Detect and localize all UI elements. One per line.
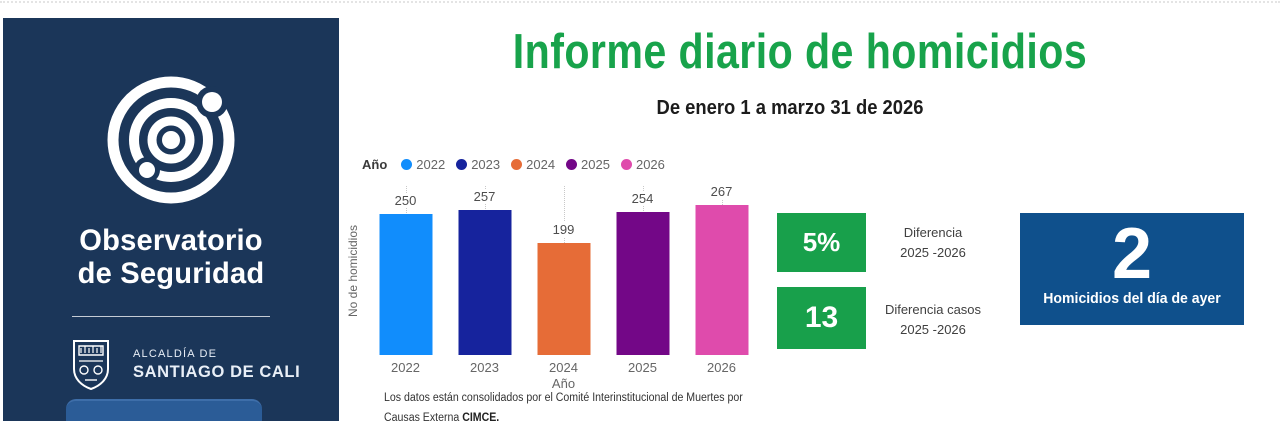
alcaldia-label-small: ALCALDÍA DE	[133, 348, 218, 360]
orbit-rings-icon	[107, 76, 235, 204]
bar-value-label: 254	[628, 191, 657, 206]
bar-value-label: 250	[391, 193, 420, 208]
footnote: Los datos están consolidados por el Comi…	[384, 389, 743, 421]
kpi-cases-label-line2: 2025 -2026	[900, 322, 966, 337]
yesterday-count: 2	[1111, 214, 1153, 294]
footnote-line1: Los datos están consolidados por el Comi…	[384, 392, 743, 404]
sidebar-bottom-button[interactable]	[66, 399, 262, 421]
sidebar-divider	[72, 316, 270, 317]
report-subtitle: De enero 1 a marzo 31 de 2026	[656, 97, 924, 119]
legend-item-2024[interactable]: 2024	[511, 157, 555, 172]
x-tick-label-2026: 2026	[707, 360, 736, 375]
observatory-logo	[3, 70, 339, 210]
bar-2022[interactable]	[379, 214, 432, 355]
x-tick-label-2025: 2025	[628, 360, 657, 375]
x-tick-label-2022: 2022	[391, 360, 420, 375]
legend-year-label: 2026	[635, 157, 665, 172]
bar-2024[interactable]	[537, 243, 590, 355]
bar-2023[interactable]	[458, 210, 511, 355]
kpi-percent-box: 5%	[777, 213, 866, 272]
org-name-line1: Observatorio	[79, 224, 263, 257]
legend-item-2023[interactable]: 2023	[456, 157, 500, 172]
kpi-cases-value: 13	[804, 301, 839, 334]
legend-color-dot	[620, 159, 632, 170]
legend-year-label: 2023	[471, 157, 501, 172]
legend-item-2025[interactable]: 2025	[566, 157, 610, 172]
y-axis-label: No de homicidios	[346, 224, 360, 318]
legend-year-label: 2022	[416, 157, 446, 172]
x-tick-label-2023: 2023	[470, 360, 499, 375]
bar-column-2026[interactable]: 267	[682, 184, 761, 355]
kpi-cases-label: Diferencia casos 2025 -2026	[858, 300, 1008, 340]
alcaldia-block: ALCALDÍA DE SANTIAGO DE CALI	[71, 339, 339, 391]
bar-column-2022[interactable]: 250	[366, 186, 445, 355]
kpi-percent-label: Diferencia 2025 -2026	[858, 223, 1008, 263]
bar-value-label: 267	[707, 184, 736, 199]
yesterday-label: Homicidios del día de ayer	[1043, 291, 1221, 307]
legend-item-2022[interactable]: 2022	[401, 157, 445, 172]
report-title: Informe diario de homicidios	[512, 25, 1088, 79]
legend-color-dot	[566, 159, 578, 170]
kpi-percent-label-line1: Diferencia	[903, 225, 963, 240]
bar-2026[interactable]	[695, 205, 748, 355]
legend-year-label: 2024	[526, 157, 556, 172]
footnote-cimce: CIMCE.	[462, 411, 500, 421]
kpi-cases-label-line1: Diferencia casos	[884, 302, 982, 317]
alcaldia-label-big: SANTIAGO DE CALI	[133, 363, 301, 381]
bar-column-2023[interactable]: 257	[445, 186, 524, 355]
legend-color-dot	[401, 159, 413, 170]
bar-column-2025[interactable]: 254	[603, 186, 682, 355]
x-axis-label: Año	[551, 376, 576, 391]
kpi-percent-label-line2: 2025 -2026	[900, 245, 966, 260]
kpi-percent-value: 5%	[802, 227, 841, 257]
legend-year-label: 2025	[581, 157, 610, 172]
x-tick-label-2024: 2024	[549, 360, 578, 375]
kpi-cases-box: 13	[777, 287, 866, 349]
bar-column-2024[interactable]: 199	[524, 186, 603, 355]
legend-color-dot	[456, 159, 468, 170]
homicides-bar-chart: 250 257 199 254 267	[366, 184, 761, 355]
legend-item-2026[interactable]: 2026	[620, 157, 665, 172]
top-dotted-border	[0, 1, 1280, 3]
bar-value-label: 199	[549, 222, 578, 237]
sidebar: Observatorio de Seguridad ALCALDÍA DE SA…	[3, 18, 339, 421]
bar-2025[interactable]	[616, 212, 669, 355]
alcaldia-label: ALCALDÍA DE SANTIAGO DE CALI	[133, 348, 300, 382]
org-name-line2: de Seguridad	[77, 257, 265, 290]
bar-value-label: 257	[470, 189, 499, 204]
org-name: Observatorio de Seguridad	[8, 224, 334, 290]
yesterday-homicides-card: 2 Homicidios del día de ayer	[1020, 213, 1244, 325]
chart-legend: Año 2022 2023 2024 2025 2026	[362, 157, 676, 172]
legend-title: Año	[362, 157, 388, 172]
footnote-line2: Causas Externa	[384, 411, 463, 421]
x-axis-ticks: 2022 2023 2024 2025 2026	[366, 360, 761, 375]
legend-color-dot	[511, 159, 523, 170]
cali-crest-icon	[73, 340, 109, 391]
